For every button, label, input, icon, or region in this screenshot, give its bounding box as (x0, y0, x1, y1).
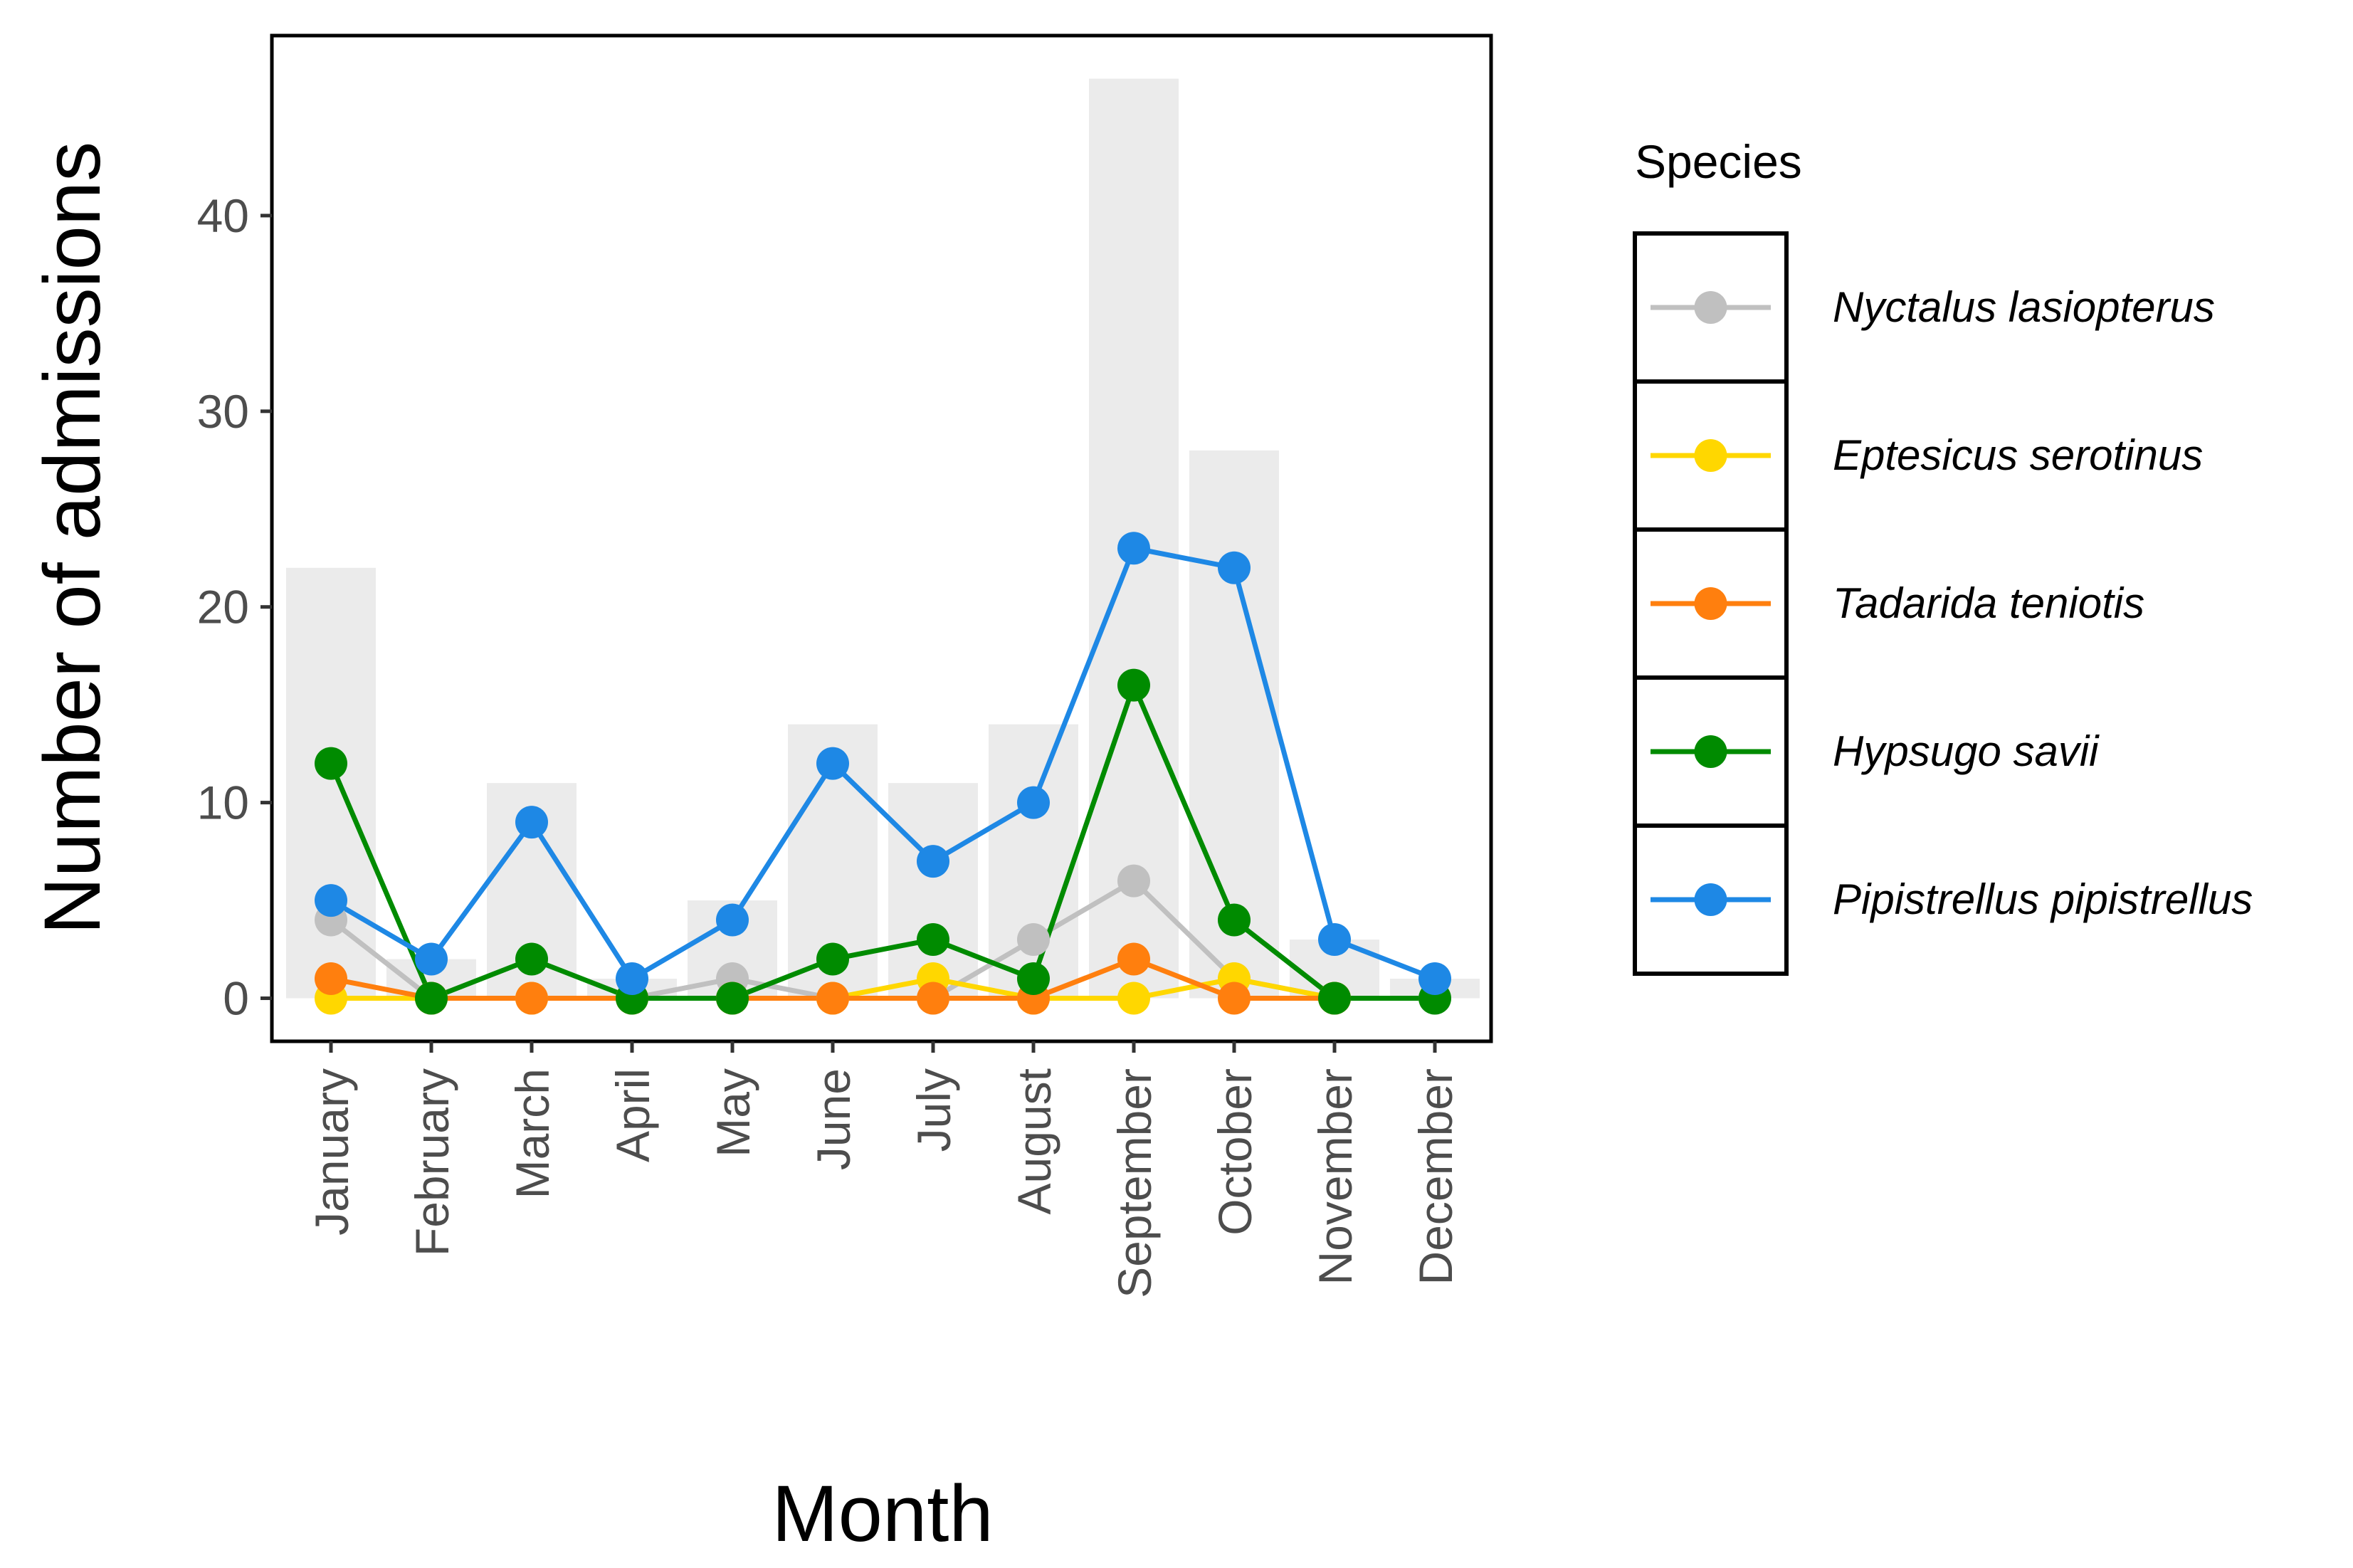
point-eptesicus-serotinus-september (1117, 982, 1150, 1015)
point-hypsugo-savii-march (515, 942, 548, 976)
point-pipistrellus-pipistrellus-march (515, 806, 548, 839)
point-pipistrellus-pipistrellus-august (1017, 786, 1050, 819)
point-pipistrellus-pipistrellus-october (1218, 551, 1251, 584)
legend-label-eptesicus-serotinus: Eptesicus serotinus (1833, 431, 2203, 479)
x-tick-label-february: February (406, 1068, 458, 1256)
legend-point-nyctalus-lasiopterus (1694, 291, 1727, 324)
point-pipistrellus-pipistrellus-june (816, 747, 849, 780)
x-tick-label-april: April (606, 1068, 659, 1162)
point-tadarida-teniotis-march (515, 982, 548, 1015)
point-hypsugo-savii-august (1017, 962, 1050, 996)
legend-label-tadarida-teniotis: Tadarida teniotis (1833, 579, 2144, 627)
x-tick-label-june: June (807, 1068, 860, 1170)
point-pipistrellus-pipistrellus-november (1318, 923, 1351, 957)
legend-label-nyctalus-lasiopterus: Nyctalus lasiopterus (1833, 283, 2215, 331)
legend-point-tadarida-teniotis (1694, 587, 1727, 620)
point-hypsugo-savii-october (1218, 903, 1251, 937)
point-hypsugo-savii-february (415, 982, 448, 1015)
y-tick-label-40: 40 (197, 189, 249, 242)
legend: Nyctalus lasiopterus Eptesicus serotinus T… (1633, 231, 2253, 976)
x-tick-label-january: January (305, 1068, 358, 1236)
point-tadarida-teniotis-october (1218, 982, 1251, 1015)
point-hypsugo-savii-july (917, 923, 949, 957)
x-tick-label-october: October (1209, 1068, 1261, 1236)
y-tick-label-0: 0 (223, 972, 249, 1025)
x-tick-label-july: July (907, 1068, 960, 1152)
series-points (315, 532, 1451, 1015)
panel-border (270, 33, 1493, 1043)
point-pipistrellus-pipistrellus-may (716, 903, 749, 937)
point-nyctalus-lasiopterus-august (1017, 923, 1050, 957)
point-pipistrellus-pipistrellus-february (415, 942, 448, 976)
legend-label-hypsugo-savii: Hypsugo savii (1833, 727, 2100, 775)
total-bars (286, 78, 1480, 999)
point-pipistrellus-pipistrellus-september (1117, 532, 1150, 565)
line-pipistrellus-pipistrellus (330, 545, 1436, 982)
point-tadarida-teniotis-july (917, 982, 949, 1015)
line-hypsugo-savii (328, 683, 1435, 1001)
point-pipistrellus-pipistrellus-april (616, 962, 648, 996)
x-tick-label-september: September (1108, 1068, 1161, 1298)
point-nyctalus-lasiopterus-september (1117, 864, 1150, 898)
x-tick-label-august: August (1008, 1068, 1060, 1214)
legend-point-eptesicus-serotinus (1694, 439, 1727, 472)
point-hypsugo-savii-june (816, 942, 849, 976)
y-tick-label-30: 30 (197, 385, 249, 438)
x-tick-label-march: March (506, 1068, 559, 1199)
point-tadarida-teniotis-june (816, 982, 849, 1015)
legend-point-pipistrellus-pipistrellus (1694, 883, 1727, 916)
point-tadarida-teniotis-september (1117, 942, 1150, 976)
point-hypsugo-savii-january (315, 747, 347, 780)
point-tadarida-teniotis-january (315, 962, 347, 996)
x-tick-label-december: December (1409, 1068, 1462, 1285)
point-pipistrellus-pipistrellus-july (917, 845, 949, 878)
point-hypsugo-savii-may (716, 982, 749, 1015)
legend-point-hypsugo-savii (1694, 735, 1727, 768)
x-axis-title: Month (772, 1469, 993, 1558)
x-tick-label-november: November (1309, 1068, 1362, 1285)
x-tick-label-may: May (707, 1068, 759, 1157)
point-hypsugo-savii-september (1117, 668, 1150, 702)
y-axis-title: Number of admissions (28, 142, 117, 935)
legend-label-pipistrellus-pipistrellus: Pipistrellus pipistrellus (1833, 875, 2253, 923)
point-pipistrellus-pipistrellus-january (315, 884, 347, 917)
y-tick-label-10: 10 (197, 777, 249, 829)
legend-title: Species (1635, 135, 1802, 188)
point-hypsugo-savii-november (1318, 982, 1351, 1015)
x-axis: January February March April May June July Augu… (305, 1041, 1462, 1298)
y-tick-label-20: 20 (197, 581, 249, 633)
y-axis: 0 10 20 30 40 (197, 189, 272, 1025)
point-pipistrellus-pipistrellus-december (1418, 962, 1451, 996)
